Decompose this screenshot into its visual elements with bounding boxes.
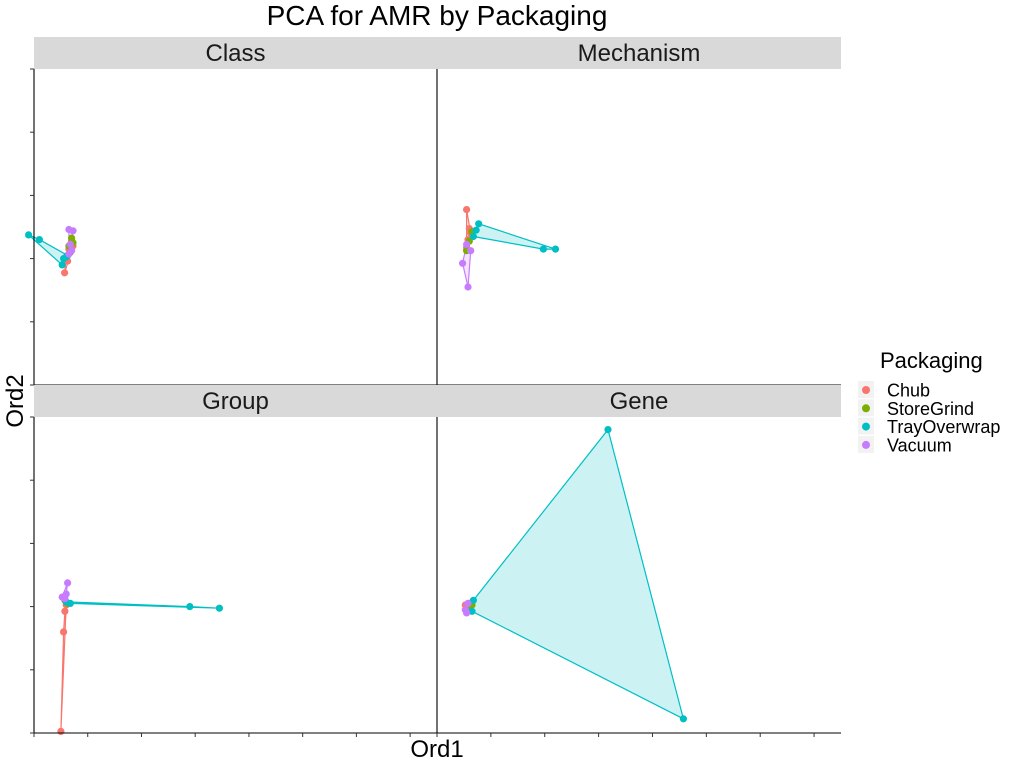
facet-grid: Class Mechanism Group Gene: [25, 37, 841, 737]
point-vacuum: [65, 250, 73, 258]
facet-strip: [34, 37, 437, 69]
facet-strip: [34, 385, 437, 417]
point-vacuum: [69, 227, 77, 235]
facet-panel: [34, 417, 437, 733]
legend-item-storegrind: StoreGrind: [858, 399, 974, 419]
legend-title: Packaging: [880, 348, 983, 373]
point-trayoverwrap: [35, 236, 44, 244]
facet-strip-label: Gene: [610, 388, 669, 415]
facet-panel: [34, 69, 437, 385]
facet-gene: Gene: [436, 385, 841, 737]
point-vacuum: [64, 579, 72, 587]
legend-key: [862, 440, 870, 449]
point-vacuum: [464, 283, 472, 291]
point-trayoverwrap: [58, 261, 66, 269]
legend-item-chub: Chub: [858, 381, 930, 401]
x-axis-title: Ord1: [410, 736, 463, 763]
legend-key: [862, 386, 870, 394]
facet-panel: [437, 417, 841, 733]
point-trayoverwrap: [472, 226, 480, 234]
point-vacuum: [66, 240, 74, 248]
legend-item-vacuum: Vacuum: [858, 435, 952, 455]
point-chub: [61, 607, 69, 615]
legend-label: StoreGrind: [887, 399, 974, 419]
y-axis-title: Ord2: [2, 374, 29, 427]
point-vacuum: [463, 240, 471, 248]
point-vacuum: [467, 247, 475, 255]
point-trayoverwrap: [679, 715, 688, 723]
facet-strip-label: Mechanism: [578, 40, 701, 67]
point-chub: [61, 269, 69, 277]
point-chub: [57, 727, 65, 736]
legend: Packaging ChubStoreGrindTrayOverwrapVacu…: [858, 348, 1000, 455]
point-trayoverwrap: [469, 232, 477, 241]
legend-label: TrayOverwrap: [887, 417, 1000, 437]
facet-class: Class: [25, 37, 437, 386]
point-chub: [463, 206, 471, 214]
facet-strip: [437, 37, 841, 69]
legend-label: Chub: [887, 381, 930, 401]
facet-group: Group: [30, 385, 437, 737]
legend-item-trayoverwrap: TrayOverwrap: [858, 417, 1000, 437]
point-trayoverwrap: [66, 599, 74, 608]
facet-panel: [437, 69, 841, 385]
legend-label: Vacuum: [887, 435, 952, 455]
point-vacuum: [461, 606, 469, 614]
point-vacuum: [61, 595, 69, 603]
point-chub: [60, 628, 68, 636]
point-trayoverwrap: [468, 607, 476, 615]
point-trayoverwrap: [604, 426, 612, 434]
point-trayoverwrap: [475, 220, 483, 228]
point-trayoverwrap: [215, 604, 223, 612]
legend-key: [862, 422, 870, 431]
point-vacuum: [459, 259, 467, 267]
facet-strip-label: Class: [205, 40, 265, 67]
point-trayoverwrap: [186, 603, 194, 611]
point-trayoverwrap: [469, 596, 477, 604]
facet-mechanism: Mechanism: [436, 37, 841, 386]
facet-strip-label: Group: [202, 388, 269, 415]
point-vacuum: [464, 599, 472, 608]
legend-key: [862, 404, 870, 413]
point-trayoverwrap: [539, 245, 548, 253]
facet-strip: [437, 385, 841, 417]
point-trayoverwrap: [25, 231, 33, 239]
chart-title: PCA for AMR by Packaging: [267, 0, 608, 31]
point-trayoverwrap: [551, 245, 560, 253]
